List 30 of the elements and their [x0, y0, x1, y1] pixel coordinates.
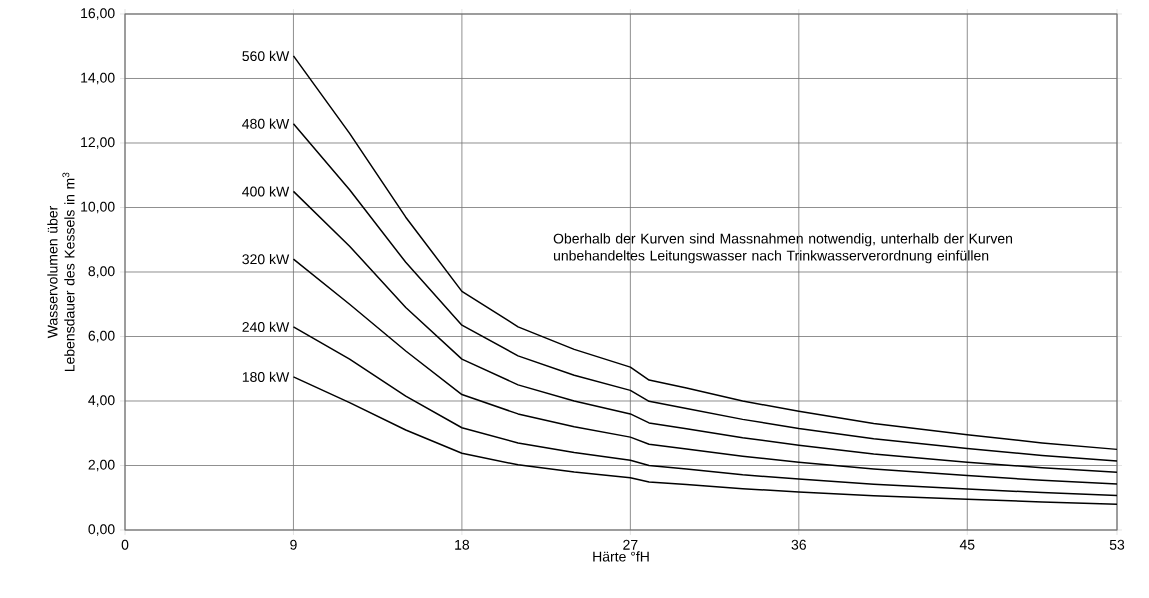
- line-series: [292, 376, 1118, 505]
- y-tick-label: 4,00: [88, 395, 115, 407]
- y-axis-title: Wasservolumen über Lebensdauer des Kessels in m$^{3}$: [47, 172, 75, 372]
- series-label: 560 kW: [242, 50, 290, 62]
- x-tick-label: 27: [623, 539, 638, 550]
- x-tick-label: 36: [791, 539, 806, 550]
- y-tick-label: 12,00: [81, 137, 115, 149]
- y-tick-label: 8,00: [88, 266, 115, 278]
- x-axis-title: Härte °fH: [593, 551, 649, 562]
- line-series: [292, 122, 1118, 462]
- y-tick-label: 16,00: [81, 8, 115, 20]
- line-series: [292, 326, 1118, 497]
- line-series: [292, 55, 1118, 451]
- x-tick-label: 53: [1109, 539, 1125, 550]
- x-tick-label: 9: [290, 539, 297, 550]
- series-label: 320 kW: [242, 253, 290, 265]
- series-label: 240 kW: [242, 321, 290, 332]
- y-tick-label: 2,00: [88, 459, 115, 472]
- line-series: [292, 190, 1118, 474]
- x-tick-label: 18: [455, 539, 470, 550]
- series-label: 400 kW: [242, 186, 290, 197]
- annotation: Oberhalb der Kurven sind Massnahmen notwendig, unterhalb der Kurven unbehandeltes Leitungswasser nach Trinkwasserverordnung einfüllen: [553, 233, 1013, 264]
- x-tick-label: 45: [959, 539, 975, 550]
- series-label: 480 kW: [242, 118, 290, 129]
- series-label: 180 kW: [242, 371, 290, 382]
- y-tick-label: 0,00: [88, 524, 115, 536]
- y-tick-label: 10,00: [81, 201, 115, 214]
- y-tick-label: 14,00: [81, 72, 115, 85]
- y-tick-label: 6,00: [88, 330, 115, 343]
- x-tick-label: 0: [121, 539, 129, 550]
